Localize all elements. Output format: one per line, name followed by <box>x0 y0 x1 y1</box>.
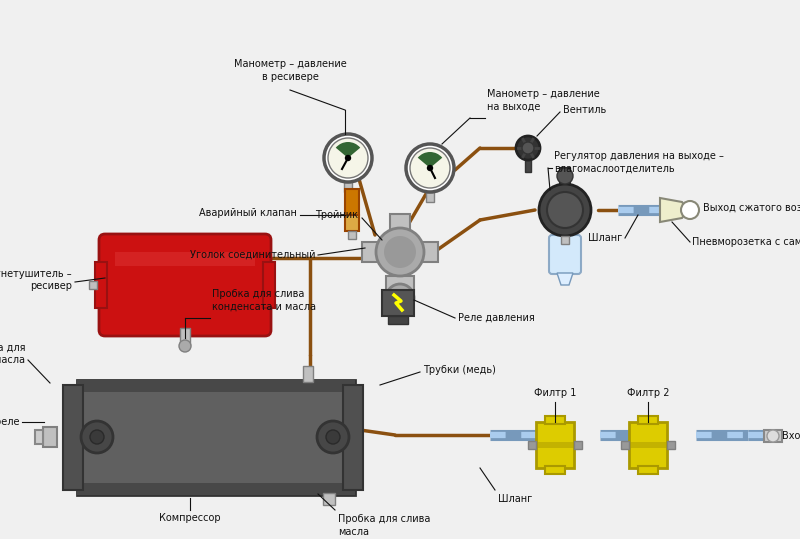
Bar <box>386 276 414 298</box>
Polygon shape <box>557 273 573 285</box>
Bar <box>545 466 565 474</box>
Text: Огнетушитель –
ресивер: Огнетушитель – ресивер <box>0 268 72 292</box>
Bar <box>561 236 569 244</box>
Circle shape <box>522 142 534 154</box>
FancyBboxPatch shape <box>99 234 271 336</box>
Text: Пробка для
заливки масла: Пробка для заливки масла <box>0 343 25 365</box>
Circle shape <box>539 184 591 236</box>
Bar <box>545 416 565 424</box>
Circle shape <box>81 421 113 453</box>
Bar <box>345 189 359 215</box>
Circle shape <box>547 192 583 228</box>
Bar <box>63 385 83 490</box>
Circle shape <box>410 148 450 188</box>
Bar <box>263 262 275 308</box>
Wedge shape <box>336 142 360 158</box>
Bar <box>362 242 438 262</box>
Circle shape <box>557 168 573 184</box>
Circle shape <box>681 201 699 219</box>
Bar <box>667 441 675 449</box>
Bar <box>525 160 531 172</box>
Polygon shape <box>660 198 688 222</box>
Circle shape <box>90 430 104 444</box>
FancyBboxPatch shape <box>549 235 581 274</box>
Bar <box>77 380 355 392</box>
Bar <box>348 231 356 239</box>
Text: Трубки (медь): Трубки (медь) <box>423 365 496 375</box>
Text: Шланг: Шланг <box>588 233 622 243</box>
Circle shape <box>346 155 350 161</box>
Bar <box>89 281 97 289</box>
Text: Вход: Вход <box>782 431 800 441</box>
Bar <box>95 262 107 308</box>
Circle shape <box>427 165 433 170</box>
Circle shape <box>324 134 372 182</box>
Circle shape <box>767 430 779 442</box>
Bar <box>560 168 570 184</box>
Bar <box>43 427 57 447</box>
Bar <box>390 214 410 290</box>
Bar <box>180 328 190 346</box>
Wedge shape <box>418 152 442 168</box>
Bar <box>528 441 536 449</box>
Bar <box>323 493 335 505</box>
Bar <box>629 442 667 448</box>
Circle shape <box>326 430 340 444</box>
Text: Манометр – давление
в ресивере: Манометр – давление в ресивере <box>234 59 346 82</box>
Circle shape <box>516 136 540 160</box>
Bar <box>35 430 43 444</box>
Bar <box>638 416 658 424</box>
Bar <box>638 466 658 474</box>
Text: Тройник: Тройник <box>315 210 358 220</box>
Text: Реле давления: Реле давления <box>458 313 534 323</box>
Bar <box>77 380 355 495</box>
Bar <box>388 316 408 324</box>
Bar <box>426 192 434 202</box>
Circle shape <box>386 284 414 312</box>
Bar <box>115 252 255 266</box>
Text: Пробка для слива
конденсата и масла: Пробка для слива конденсата и масла <box>212 289 316 312</box>
Text: Манометр – давление
на выходе: Манометр – давление на выходе <box>487 89 600 112</box>
Bar <box>77 483 355 495</box>
Text: Шланг: Шланг <box>498 494 532 504</box>
Bar <box>536 422 574 468</box>
Circle shape <box>384 236 416 268</box>
Bar <box>382 290 414 316</box>
Circle shape <box>179 340 191 352</box>
Text: Компрессор: Компрессор <box>159 513 221 523</box>
Text: Вентиль: Вентиль <box>563 105 606 115</box>
Bar <box>621 441 629 449</box>
Bar <box>574 441 582 449</box>
Bar <box>345 215 359 231</box>
Text: Уголок соединительный: Уголок соединительный <box>190 250 315 260</box>
Text: Филтр 1: Филтр 1 <box>534 388 576 398</box>
Bar <box>344 182 352 192</box>
Circle shape <box>376 228 424 276</box>
Bar <box>343 385 363 490</box>
Circle shape <box>328 138 368 178</box>
Text: Аварийный клапан: Аварийный клапан <box>199 208 297 218</box>
Bar <box>303 366 313 382</box>
Text: Пробка для слива
масла: Пробка для слива масла <box>338 514 430 537</box>
Text: Пневморозетка с самозапиранием: Пневморозетка с самозапиранием <box>692 237 800 247</box>
Circle shape <box>392 290 408 306</box>
Text: Пусковое реле: Пусковое реле <box>0 417 20 427</box>
Circle shape <box>406 144 454 192</box>
Text: Выход сжатого воздуха: Выход сжатого воздуха <box>703 203 800 213</box>
Text: Филтр 2: Филтр 2 <box>626 388 670 398</box>
Bar <box>629 422 667 468</box>
Circle shape <box>317 421 349 453</box>
Bar <box>764 430 782 442</box>
Text: Регулятор давления на выходе –
влагомаслоотделитель: Регулятор давления на выходе – влагомасл… <box>554 150 724 174</box>
Bar <box>536 442 574 448</box>
